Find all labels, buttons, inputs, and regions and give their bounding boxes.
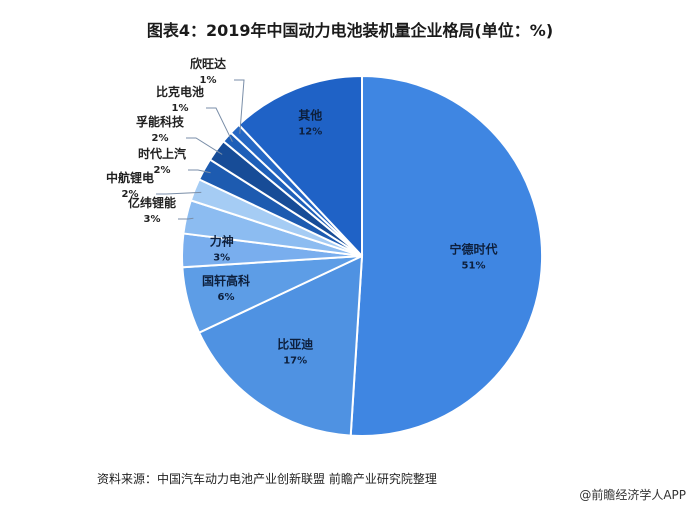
slice-label: 欣旺达 — [190, 56, 226, 71]
slice-label: 力神 — [210, 234, 234, 249]
pie-slice — [197, 254, 364, 437]
slice-label: 亿纬锂能 — [128, 195, 176, 210]
slice-value-label: 17% — [283, 355, 307, 366]
slice-label: 其他 — [298, 108, 322, 123]
leader-line — [186, 137, 223, 155]
slice-label: 宁德时代 — [449, 242, 497, 257]
slice-value-label: 51% — [462, 261, 486, 272]
leader-line — [234, 79, 245, 134]
leader-lines — [156, 79, 245, 220]
slice-value-label: 1% — [172, 103, 189, 114]
slice-value-label: 3% — [144, 214, 161, 225]
pie-slice — [237, 74, 363, 259]
slice-label: 时代上汽 — [138, 146, 186, 161]
slice-label: 国轩高科 — [202, 273, 250, 288]
slice-value-label: 3% — [213, 253, 230, 264]
pie-slices — [181, 74, 543, 437]
source-note: 资料来源：中国汽车动力电池产业创新联盟 前瞻产业研究院整理 — [97, 472, 437, 486]
leader-line — [206, 107, 233, 142]
app-credit: @前瞻经济学人APP — [579, 488, 686, 502]
slice-labels: 宁德时代51%比亚迪17%国轩高科6%力神3%亿纬锂能3%中航锂电2%时代上汽2… — [106, 56, 498, 366]
slice-value-label: 2% — [122, 189, 139, 200]
slice-label: 孚能科技 — [136, 114, 185, 129]
leader-line — [188, 169, 211, 174]
slice-value-label: 12% — [298, 127, 322, 138]
slice-label: 比克电池 — [156, 84, 204, 99]
slice-value-label: 1% — [200, 75, 217, 86]
pie-slice — [349, 74, 543, 437]
slice-value-label: 2% — [154, 165, 171, 176]
chart-title: 图表4：2019年中国动力电池装机量企业格局(单位：%) — [146, 21, 554, 40]
slice-label: 中航锂电 — [106, 170, 154, 185]
slice-label: 比亚迪 — [277, 336, 313, 351]
slice-value-label: 6% — [218, 292, 235, 303]
leader-line — [156, 191, 202, 195]
leader-line — [178, 217, 194, 220]
slice-value-label: 2% — [152, 133, 169, 144]
